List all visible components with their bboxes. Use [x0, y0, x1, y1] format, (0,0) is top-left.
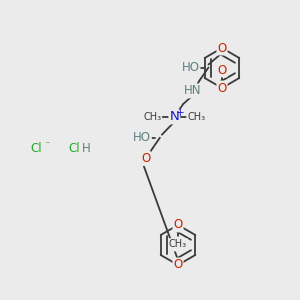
Text: ⁻: ⁻: [44, 140, 50, 150]
Text: O: O: [218, 82, 226, 94]
Text: O: O: [141, 152, 150, 165]
Text: Cl: Cl: [30, 142, 42, 154]
Text: CH₃: CH₃: [169, 239, 187, 249]
Text: O: O: [173, 218, 183, 232]
Text: HO: HO: [133, 131, 151, 144]
Text: O: O: [218, 64, 226, 76]
Text: CH₃: CH₃: [143, 112, 161, 122]
Text: O: O: [218, 62, 226, 76]
Text: O: O: [173, 259, 183, 272]
Text: H: H: [82, 142, 91, 154]
Text: CH₃: CH₃: [187, 112, 206, 122]
Text: O: O: [218, 41, 226, 55]
Text: O: O: [173, 238, 183, 250]
Text: Cl: Cl: [68, 142, 80, 154]
Text: N: N: [169, 110, 179, 123]
Text: HO: HO: [182, 61, 200, 74]
Text: +: +: [176, 108, 184, 118]
Text: HN: HN: [184, 84, 201, 98]
